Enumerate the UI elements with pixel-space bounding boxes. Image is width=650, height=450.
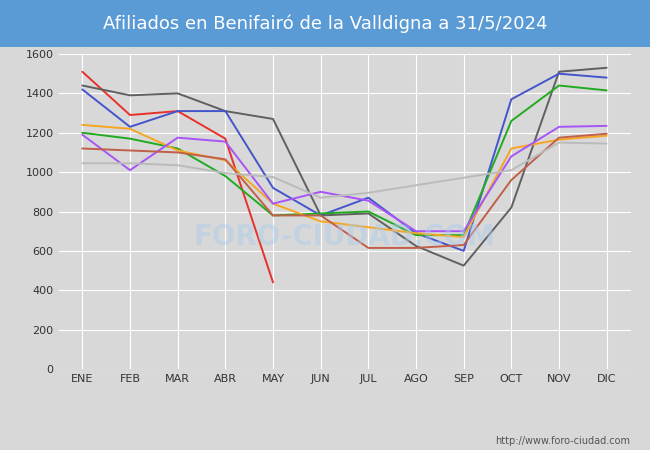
Text: Afiliados en Benifairó de la Valldigna a 31/5/2024: Afiliados en Benifairó de la Valldigna a…	[103, 14, 547, 33]
Text: FORO-CIUDAD.COM: FORO-CIUDAD.COM	[194, 223, 495, 251]
Text: http://www.foro-ciudad.com: http://www.foro-ciudad.com	[495, 436, 630, 446]
